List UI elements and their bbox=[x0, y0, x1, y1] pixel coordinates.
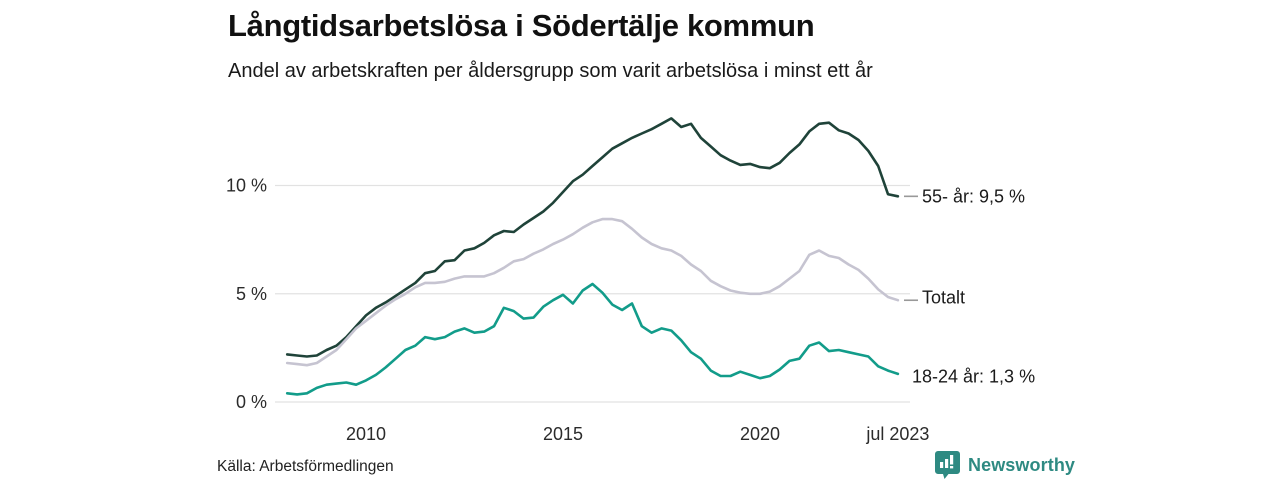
series-line-18-24-r bbox=[285, 282, 900, 396]
series-label-18-24-ar: 18-24 år: 1,3 % bbox=[912, 366, 1036, 387]
x-axis-tick-label: 2010 bbox=[346, 424, 386, 444]
newsworthy-logo-icon bbox=[935, 451, 960, 479]
series-line-55-r bbox=[285, 117, 900, 358]
x-axis-tick-label: 2015 bbox=[543, 424, 583, 444]
x-axis-tick-label: jul 2023 bbox=[865, 424, 929, 444]
series-label-55-ar: 55- år: 9,5 % bbox=[922, 186, 1026, 207]
series-label-totalt: Totalt bbox=[922, 287, 966, 308]
page-title: Långtidsarbetslösa i Södertälje kommun bbox=[228, 8, 815, 43]
y-axis-tick-label: 5 % bbox=[236, 284, 267, 304]
series-line-totalt bbox=[285, 217, 900, 367]
y-axis-tick-label: 0 % bbox=[236, 392, 267, 412]
page-subtitle: Andel av arbetskraften per åldersgrupp s… bbox=[228, 60, 873, 82]
y-axis-tick-label: 10 % bbox=[226, 176, 267, 196]
newsworthy-brand: Newsworthy bbox=[934, 450, 1075, 480]
x-axis-tick-label: 2020 bbox=[740, 424, 780, 444]
newsworthy-logo-text: Newsworthy bbox=[968, 454, 1076, 475]
source-note: Källa: Arbetsförmedlingen bbox=[217, 458, 394, 475]
